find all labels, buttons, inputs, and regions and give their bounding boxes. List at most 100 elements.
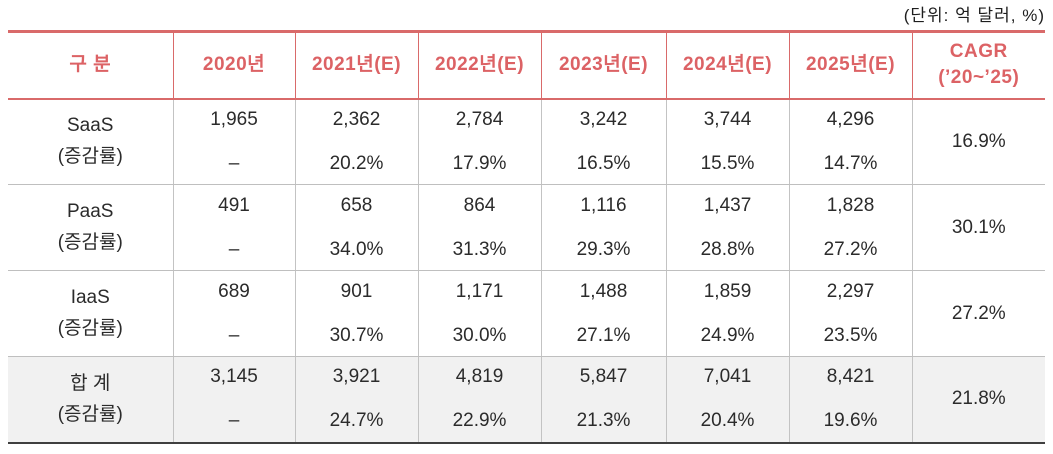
cell-2021: 2,362 20.2% — [295, 98, 419, 185]
cell-2023: 5,847 21.3% — [541, 356, 667, 444]
header-2020: 2020년 — [173, 30, 296, 100]
growth-rate: 34.0% — [329, 238, 384, 260]
header-2022: 2022년(E) — [418, 30, 542, 100]
cell-2022: 864 31.3% — [418, 184, 542, 271]
growth-rate: 24.7% — [329, 410, 384, 432]
growth-rate: 28.8% — [700, 238, 755, 260]
value: 1,828 — [826, 194, 875, 216]
value: 1,488 — [579, 280, 628, 302]
value: 2,362 — [332, 108, 381, 130]
growth-rate: 19.6% — [823, 410, 878, 432]
category-sublabel: (증감률) — [57, 403, 123, 425]
value: 4,819 — [455, 366, 504, 388]
cell-2021: 3,921 24.7% — [295, 356, 419, 444]
table-row-iaas: IaaS (증감률) 689 – 901 30.7% — [8, 270, 1045, 357]
cell-2021: 901 30.7% — [295, 270, 419, 357]
table-row-saas: SaaS (증감률) 1,965 – 2,362 20.2% — [8, 98, 1045, 185]
value: 901 — [340, 280, 373, 302]
growth-rate: 20.2% — [329, 152, 384, 174]
category-label: IaaS — [70, 287, 110, 308]
cell-2024: 7,041 20.4% — [666, 356, 790, 444]
cell-2025: 8,421 19.6% — [789, 356, 913, 444]
growth-rate: 20.4% — [700, 410, 755, 432]
cell-2023: 3,242 16.5% — [541, 98, 667, 185]
category-cell: PaaS (증감률) — [8, 184, 174, 271]
value: 3,242 — [579, 108, 628, 130]
value: 2,297 — [826, 280, 875, 302]
growth-rate: 24.9% — [700, 324, 755, 346]
growth-rate: 21.3% — [576, 410, 631, 432]
growth-rate: 15.5% — [700, 152, 755, 174]
category-label: PaaS — [67, 201, 114, 222]
value: 8,421 — [826, 366, 875, 388]
value: 1,965 — [210, 108, 258, 130]
cell-2024: 3,744 15.5% — [666, 98, 790, 185]
cell-2023: 1,488 27.1% — [541, 270, 667, 357]
value: 1,116 — [580, 194, 627, 216]
cell-cagr: 30.1% — [912, 184, 1045, 271]
value: 3,921 — [332, 366, 381, 388]
category-label: SaaS — [67, 115, 114, 137]
growth-rate: 30.0% — [452, 324, 507, 346]
value: 4,296 — [826, 108, 875, 130]
value: 2,784 — [455, 108, 504, 130]
growth-rate: 27.1% — [576, 324, 631, 346]
cell-2025: 1,828 27.2% — [789, 184, 913, 271]
value: 689 — [218, 280, 250, 302]
header-2025: 2025년(E) — [789, 30, 913, 100]
cell-cagr: 21.8% — [912, 356, 1045, 444]
growth-rate: 29.3% — [576, 238, 631, 260]
value: 658 — [340, 194, 373, 216]
growth-rate: – — [228, 152, 240, 174]
category-sublabel: (증감률) — [57, 318, 123, 339]
growth-rate: 31.3% — [452, 238, 507, 260]
header-category: 구 분 — [8, 30, 174, 100]
cell-2022: 4,819 22.9% — [418, 356, 542, 444]
value: 1,171 — [455, 280, 504, 302]
value: 3,744 — [703, 108, 752, 130]
header-2023: 2023년(E) — [541, 30, 667, 100]
cell-2022: 1,171 30.0% — [418, 270, 542, 357]
growth-rate: 27.2% — [823, 238, 878, 260]
unit-label: (단위: 억 달러, %) — [903, 6, 1045, 25]
value: 1,437 — [703, 194, 752, 216]
header-2021: 2021년(E) — [295, 30, 419, 100]
cell-2024: 1,859 24.9% — [666, 270, 790, 357]
value: 7,041 — [703, 366, 752, 388]
value: 5,847 — [579, 366, 628, 388]
header-2024: 2024년(E) — [666, 30, 790, 100]
growth-rate: – — [228, 410, 240, 432]
growth-rate: 16.5% — [576, 152, 631, 174]
category-sublabel: (증감률) — [57, 232, 123, 253]
cell-2025: 2,297 23.5% — [789, 270, 913, 357]
cell-2021: 658 34.0% — [295, 184, 419, 271]
growth-rate: – — [228, 238, 240, 260]
category-cell: 합 계 (증감률) — [8, 356, 174, 444]
cell-2025: 4,296 14.7% — [789, 98, 913, 185]
cell-2020: 491 – — [173, 184, 296, 271]
cloud-market-forecast-table: 구 분 2020년 2021년(E) 2022년(E) 2023년(E) 202… — [8, 30, 1045, 444]
value: 1,859 — [703, 280, 752, 302]
category-label: 합 계 — [70, 372, 111, 394]
cell-2024: 1,437 28.8% — [666, 184, 790, 271]
cell-cagr: 16.9% — [912, 98, 1045, 185]
growth-rate: – — [228, 324, 240, 346]
cell-2020: 1,965 – — [173, 98, 296, 185]
category-cell: IaaS (증감률) — [8, 270, 174, 357]
cell-2020: 689 – — [173, 270, 296, 357]
growth-rate: 23.5% — [823, 324, 878, 346]
header-cagr: CAGR (’20~’25) — [912, 30, 1045, 100]
category-sublabel: (증감률) — [57, 146, 123, 168]
category-cell: SaaS (증감률) — [8, 98, 174, 185]
growth-rate: 14.7% — [823, 152, 878, 174]
cell-2020: 3,145 – — [173, 356, 296, 444]
growth-rate: 22.9% — [452, 410, 507, 432]
table-row-total: 합 계 (증감률) 3,145 – 3,921 24.7% — [8, 356, 1045, 444]
cell-2023: 1,116 29.3% — [541, 184, 667, 271]
growth-rate: 30.7% — [329, 324, 384, 346]
growth-rate: 17.9% — [452, 152, 507, 174]
cell-2022: 2,784 17.9% — [418, 98, 542, 185]
value: 864 — [463, 194, 496, 216]
value: 491 — [218, 194, 250, 216]
